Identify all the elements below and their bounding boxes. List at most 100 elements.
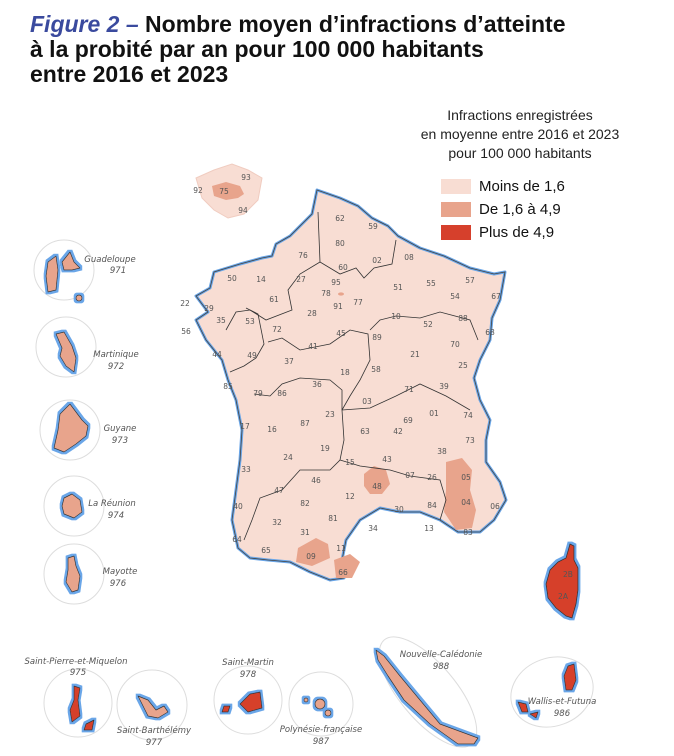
dep-label: 26 (427, 473, 437, 482)
mainland-france: 62 59 80 02 08 76 60 95 50 14 27 78 91 7… (180, 188, 508, 582)
dep-label: 88 (458, 314, 468, 323)
dep-label: 73 (465, 436, 475, 445)
dep-label: 94 (238, 206, 248, 215)
dep-label: 67 (491, 292, 501, 301)
dep-label: 07 (405, 471, 415, 480)
title-line-1: Nombre moyen d’infractions d’atteinte (138, 11, 566, 37)
legend-item-low: Moins de 1,6 (441, 175, 565, 198)
dep-label: 30 (394, 505, 404, 514)
dep-label: 35 (216, 316, 226, 325)
legend-swatch-low (441, 179, 471, 194)
dep-label: 79 (253, 389, 263, 398)
dep-label: 15 (345, 458, 355, 467)
dep-label: 43 (382, 455, 392, 464)
dep-label: 28 (307, 309, 317, 318)
dep-label: 08 (404, 253, 414, 262)
legend-title-line-1: Infractions enregistrées (447, 107, 593, 123)
dep-label: 42 (393, 427, 403, 436)
dep-label: 50 (227, 274, 237, 283)
dep-label: 82 (300, 499, 310, 508)
overseas-label: Guadeloupe (84, 255, 135, 265)
dep-label: 76 (298, 251, 308, 260)
dep-label: 39 (439, 382, 449, 391)
legend-label-high: Plus de 4,9 (479, 224, 555, 241)
dep-label: 47 (274, 486, 284, 495)
dep-label: 93 (241, 173, 251, 182)
department-labels: 62 59 80 02 08 76 60 95 50 14 27 78 91 7… (180, 214, 501, 577)
dep-label: 69 (403, 416, 413, 425)
dep-label: 32 (272, 518, 282, 527)
legend: Moins de 1,6 De 1,6 à 4,9 Plus de 4,9 (441, 175, 565, 244)
dep-label: 64 (232, 535, 242, 544)
dep-label: 03 (362, 397, 372, 406)
dep-label: 59 (368, 222, 378, 231)
dep-label: 63 (360, 427, 370, 436)
dep-label: 53 (245, 317, 255, 326)
dep-label: 46 (311, 476, 321, 485)
dep-label: 81 (328, 514, 338, 523)
dep-label: 71 (404, 385, 414, 394)
figure-title: Figure 2 – Nombre moyen d’infractions d’… (30, 12, 650, 87)
dep-label: 48 (372, 482, 382, 491)
dep-label: 91 (333, 302, 343, 311)
overseas-label: 975 (70, 668, 86, 678)
dep-label: 24 (283, 453, 293, 462)
overseas-label: Mayotte (103, 567, 138, 577)
overseas-label: Saint-Pierre-et-Miquelon (24, 657, 127, 667)
dep-label: 17 (240, 422, 250, 431)
overseas-label: 978 (240, 670, 257, 680)
overseas-label: Guyane (104, 424, 137, 434)
overseas-label: Martinique (93, 350, 139, 360)
dep-label: 57 (465, 276, 475, 285)
dep-label: 12 (345, 492, 355, 501)
dep-label: 19 (320, 444, 330, 453)
dep-label: 62 (335, 214, 345, 223)
overseas-label: 971 (110, 266, 126, 276)
legend-label-low: Moins de 1,6 (479, 178, 565, 195)
idf-inset: 75 92 93 94 (193, 163, 263, 219)
dep-label: 78 (321, 289, 331, 298)
overseas-label: 977 (146, 738, 163, 748)
dep-label: 16 (267, 425, 277, 434)
legend-item-high: Plus de 4,9 (441, 221, 565, 244)
dep-label: 38 (437, 447, 447, 456)
dep-label: 85 (223, 382, 233, 391)
dep-label: 25 (458, 361, 468, 370)
dep-label: 83 (463, 528, 473, 537)
dep-label: 21 (410, 350, 420, 359)
corsica (545, 543, 579, 619)
dep-label: 06 (490, 502, 500, 511)
dep-label: 31 (300, 528, 310, 537)
dep-label: 68 (485, 328, 495, 337)
overseas-label: 987 (313, 737, 330, 747)
dep-label: 37 (284, 357, 294, 366)
legend-item-mid: De 1,6 à 4,9 (441, 198, 565, 221)
legend-title: Infractions enregistrées en moyenne entr… (400, 106, 640, 163)
dep-label: 33 (241, 465, 251, 474)
dep-label: 11 (336, 544, 346, 553)
dep-label: 52 (423, 320, 433, 329)
dep-label: 87 (300, 419, 310, 428)
overseas-label: 974 (108, 511, 124, 521)
dep-label: 02 (372, 256, 382, 265)
dep-label: 10 (391, 312, 401, 321)
dep-label: 61 (269, 295, 279, 304)
dep-label: 65 (261, 546, 271, 555)
dep-label: 27 (296, 275, 306, 284)
overseas-insets: Guadeloupe 971 Martinique 972 Guyane 973… (24, 239, 596, 748)
overseas-label: 973 (112, 436, 128, 446)
dep-label: 66 (338, 568, 348, 577)
dep-label: 75 (219, 187, 229, 196)
legend-title-line-3: pour 100 000 habitants (448, 145, 592, 161)
overseas-label: 972 (108, 362, 124, 372)
dep-label: 2A (558, 592, 569, 601)
dep-label: 70 (450, 340, 460, 349)
dep-label: 74 (463, 411, 473, 420)
dep-label: 22 (180, 299, 190, 308)
overseas-label: La Réunion (88, 498, 136, 509)
overseas-label: Polynésie-française (280, 724, 362, 735)
overseas-label: Saint-Martin (222, 658, 274, 668)
dep-label: 04 (461, 498, 471, 507)
legend-swatch-high (441, 225, 471, 240)
overseas-label: 976 (110, 579, 127, 589)
